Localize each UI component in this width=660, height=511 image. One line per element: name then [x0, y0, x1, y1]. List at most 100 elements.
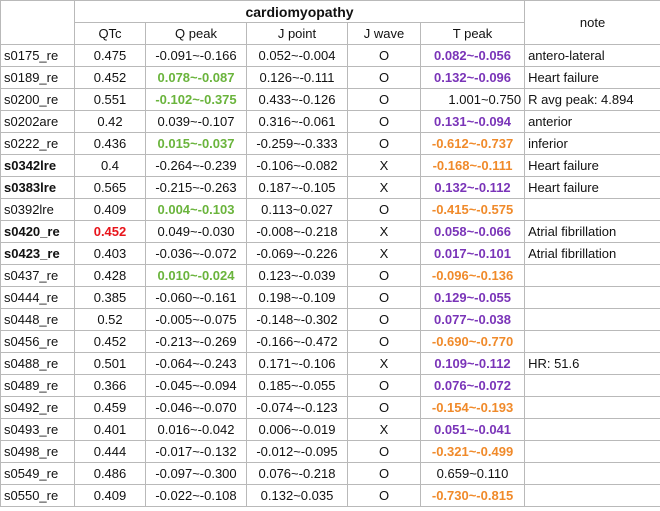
q-peak-value: -0.022~-0.108: [145, 484, 247, 507]
j-wave-value: O: [347, 308, 421, 331]
table-row: s0392lre 0.409 0.004~-0.103 0.113~0.027 …: [0, 198, 660, 221]
t-peak-value: 0.076~-0.072: [419, 374, 526, 397]
t-peak-value: 0.131~-0.094: [419, 110, 526, 133]
note-text: [524, 396, 660, 419]
j-wave-value: X: [347, 220, 421, 243]
q-peak-value: -0.264~-0.239: [145, 154, 247, 177]
header-id-cell: [0, 0, 75, 45]
j-point-value: -0.166~-0.472: [246, 330, 348, 353]
record-id: s0493_re: [0, 418, 75, 441]
qtc-value: 0.409: [74, 198, 146, 221]
group-title: cardiomyopathy: [73, 0, 526, 23]
q-peak-value: 0.039~-0.107: [145, 110, 247, 133]
table-row: s0444_re 0.385 -0.060~-0.161 0.198~-0.10…: [0, 286, 660, 309]
j-wave-value: O: [347, 132, 421, 155]
t-peak-value: 0.051~-0.041: [419, 418, 526, 441]
j-point-value: 0.132~0.035: [246, 484, 348, 507]
q-peak-value: 0.015~-0.037: [145, 132, 247, 155]
j-wave-value: O: [347, 198, 421, 221]
record-id: s0222_re: [0, 132, 75, 155]
qtc-value: 0.401: [74, 418, 146, 441]
note-text: [524, 418, 660, 441]
j-wave-value: X: [347, 418, 421, 441]
q-peak-value: -0.091~-0.166: [145, 44, 247, 67]
j-wave-value: O: [347, 484, 421, 507]
t-peak-value: -0.690~-0.770: [419, 330, 526, 353]
table-row: s0448_re 0.52 -0.005~-0.075 -0.148~-0.30…: [0, 308, 660, 331]
note-text: anterior: [524, 110, 660, 133]
table-row: s0493_re 0.401 0.016~-0.042 0.006~-0.019…: [0, 418, 660, 441]
qtc-value: 0.52: [74, 308, 146, 331]
record-id: s0392lre: [0, 198, 75, 221]
t-peak-value: 0.109~-0.112: [419, 352, 526, 375]
t-peak-value: -0.096~-0.136: [419, 264, 526, 287]
j-wave-value: O: [347, 440, 421, 463]
table-row: s0420_re 0.452 0.049~-0.030 -0.008~-0.21…: [0, 220, 660, 243]
q-peak-value: -0.213~-0.269: [145, 330, 247, 353]
note-text: [524, 198, 660, 221]
t-peak-value: -0.730~-0.815: [419, 484, 526, 507]
qtc-value: 0.42: [74, 110, 146, 133]
j-wave-value: X: [347, 352, 421, 375]
qtc-value: 0.385: [74, 286, 146, 309]
record-id: s0342lre: [0, 154, 75, 177]
table-row: s0498_re 0.444 -0.017~-0.132 -0.012~-0.0…: [0, 440, 660, 463]
table-row: s0437_re 0.428 0.010~-0.024 0.123~-0.039…: [0, 264, 660, 287]
j-point-value: -0.012~-0.095: [246, 440, 348, 463]
t-peak-value: 0.077~-0.038: [419, 308, 526, 331]
note-text: Heart failure: [524, 66, 660, 89]
qtc-value: 0.486: [74, 462, 146, 485]
record-id: s0437_re: [0, 264, 75, 287]
j-wave-value: O: [347, 462, 421, 485]
table-row: s0492_re 0.459 -0.046~-0.070 -0.074~-0.1…: [0, 396, 660, 419]
j-point-value: 0.198~-0.109: [246, 286, 348, 309]
j-point-value: -0.259~-0.333: [246, 132, 348, 155]
q-peak-value: 0.004~-0.103: [145, 198, 247, 221]
note-text: Atrial fibrillation: [524, 220, 660, 243]
table-row: s0175_re 0.475 -0.091~-0.166 0.052~-0.00…: [0, 44, 660, 67]
q-peak-value: 0.049~-0.030: [145, 220, 247, 243]
j-point-value: 0.006~-0.019: [246, 418, 348, 441]
header-row-columns: QTc Q peak J point J wave T peak: [1, 22, 660, 45]
note-text: [524, 330, 660, 353]
t-peak-value: 0.017~-0.101: [419, 242, 526, 265]
qtc-value: 0.452: [74, 66, 146, 89]
j-point-value: 0.123~-0.039: [246, 264, 348, 287]
note-text: HR: 51.6: [524, 352, 660, 375]
qtc-value: 0.452: [74, 220, 146, 243]
column-header-q-peak: Q peak: [145, 22, 247, 45]
t-peak-value: 0.132~-0.096: [419, 66, 526, 89]
qtc-value: 0.459: [74, 396, 146, 419]
record-id: s0423_re: [0, 242, 75, 265]
record-id: s0202are: [0, 110, 75, 133]
table-row: s0202are 0.42 0.039~-0.107 0.316~-0.061 …: [0, 110, 660, 133]
record-id: s0488_re: [0, 352, 75, 375]
qtc-value: 0.452: [74, 330, 146, 353]
qtc-value: 0.501: [74, 352, 146, 375]
record-id: s0200_re: [0, 88, 75, 111]
t-peak-value: -0.168~-0.111: [419, 154, 526, 177]
record-id: s0456_re: [0, 330, 75, 353]
t-peak-value: -0.321~-0.499: [419, 440, 526, 463]
q-peak-value: 0.016~-0.042: [145, 418, 247, 441]
qtc-value: 0.4: [74, 154, 146, 177]
record-id: s0383lre: [0, 176, 75, 199]
q-peak-value: -0.097~-0.300: [145, 462, 247, 485]
j-point-value: 0.113~0.027: [246, 198, 348, 221]
record-id: s0498_re: [0, 440, 75, 463]
q-peak-value: -0.005~-0.075: [145, 308, 247, 331]
j-point-value: 0.052~-0.004: [246, 44, 348, 67]
j-wave-value: O: [347, 374, 421, 397]
record-id: s0444_re: [0, 286, 75, 309]
table-row: s0549_re 0.486 -0.097~-0.300 0.076~-0.21…: [0, 462, 660, 485]
qtc-value: 0.403: [74, 242, 146, 265]
note-text: [524, 462, 660, 485]
note-column-header: note: [524, 0, 660, 45]
qtc-value: 0.444: [74, 440, 146, 463]
qtc-value: 0.436: [74, 132, 146, 155]
note-text: [524, 264, 660, 287]
record-id: s0550_re: [0, 484, 75, 507]
record-id: s0489_re: [0, 374, 75, 397]
t-peak-value: -0.154~-0.193: [419, 396, 526, 419]
